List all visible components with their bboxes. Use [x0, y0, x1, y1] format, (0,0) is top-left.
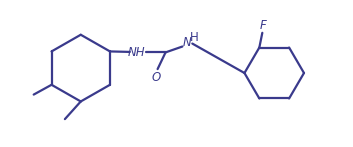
Text: H: H: [190, 31, 199, 44]
Text: NH: NH: [128, 46, 145, 59]
Text: N: N: [183, 36, 192, 49]
Text: F: F: [260, 19, 267, 32]
Text: O: O: [152, 71, 161, 84]
